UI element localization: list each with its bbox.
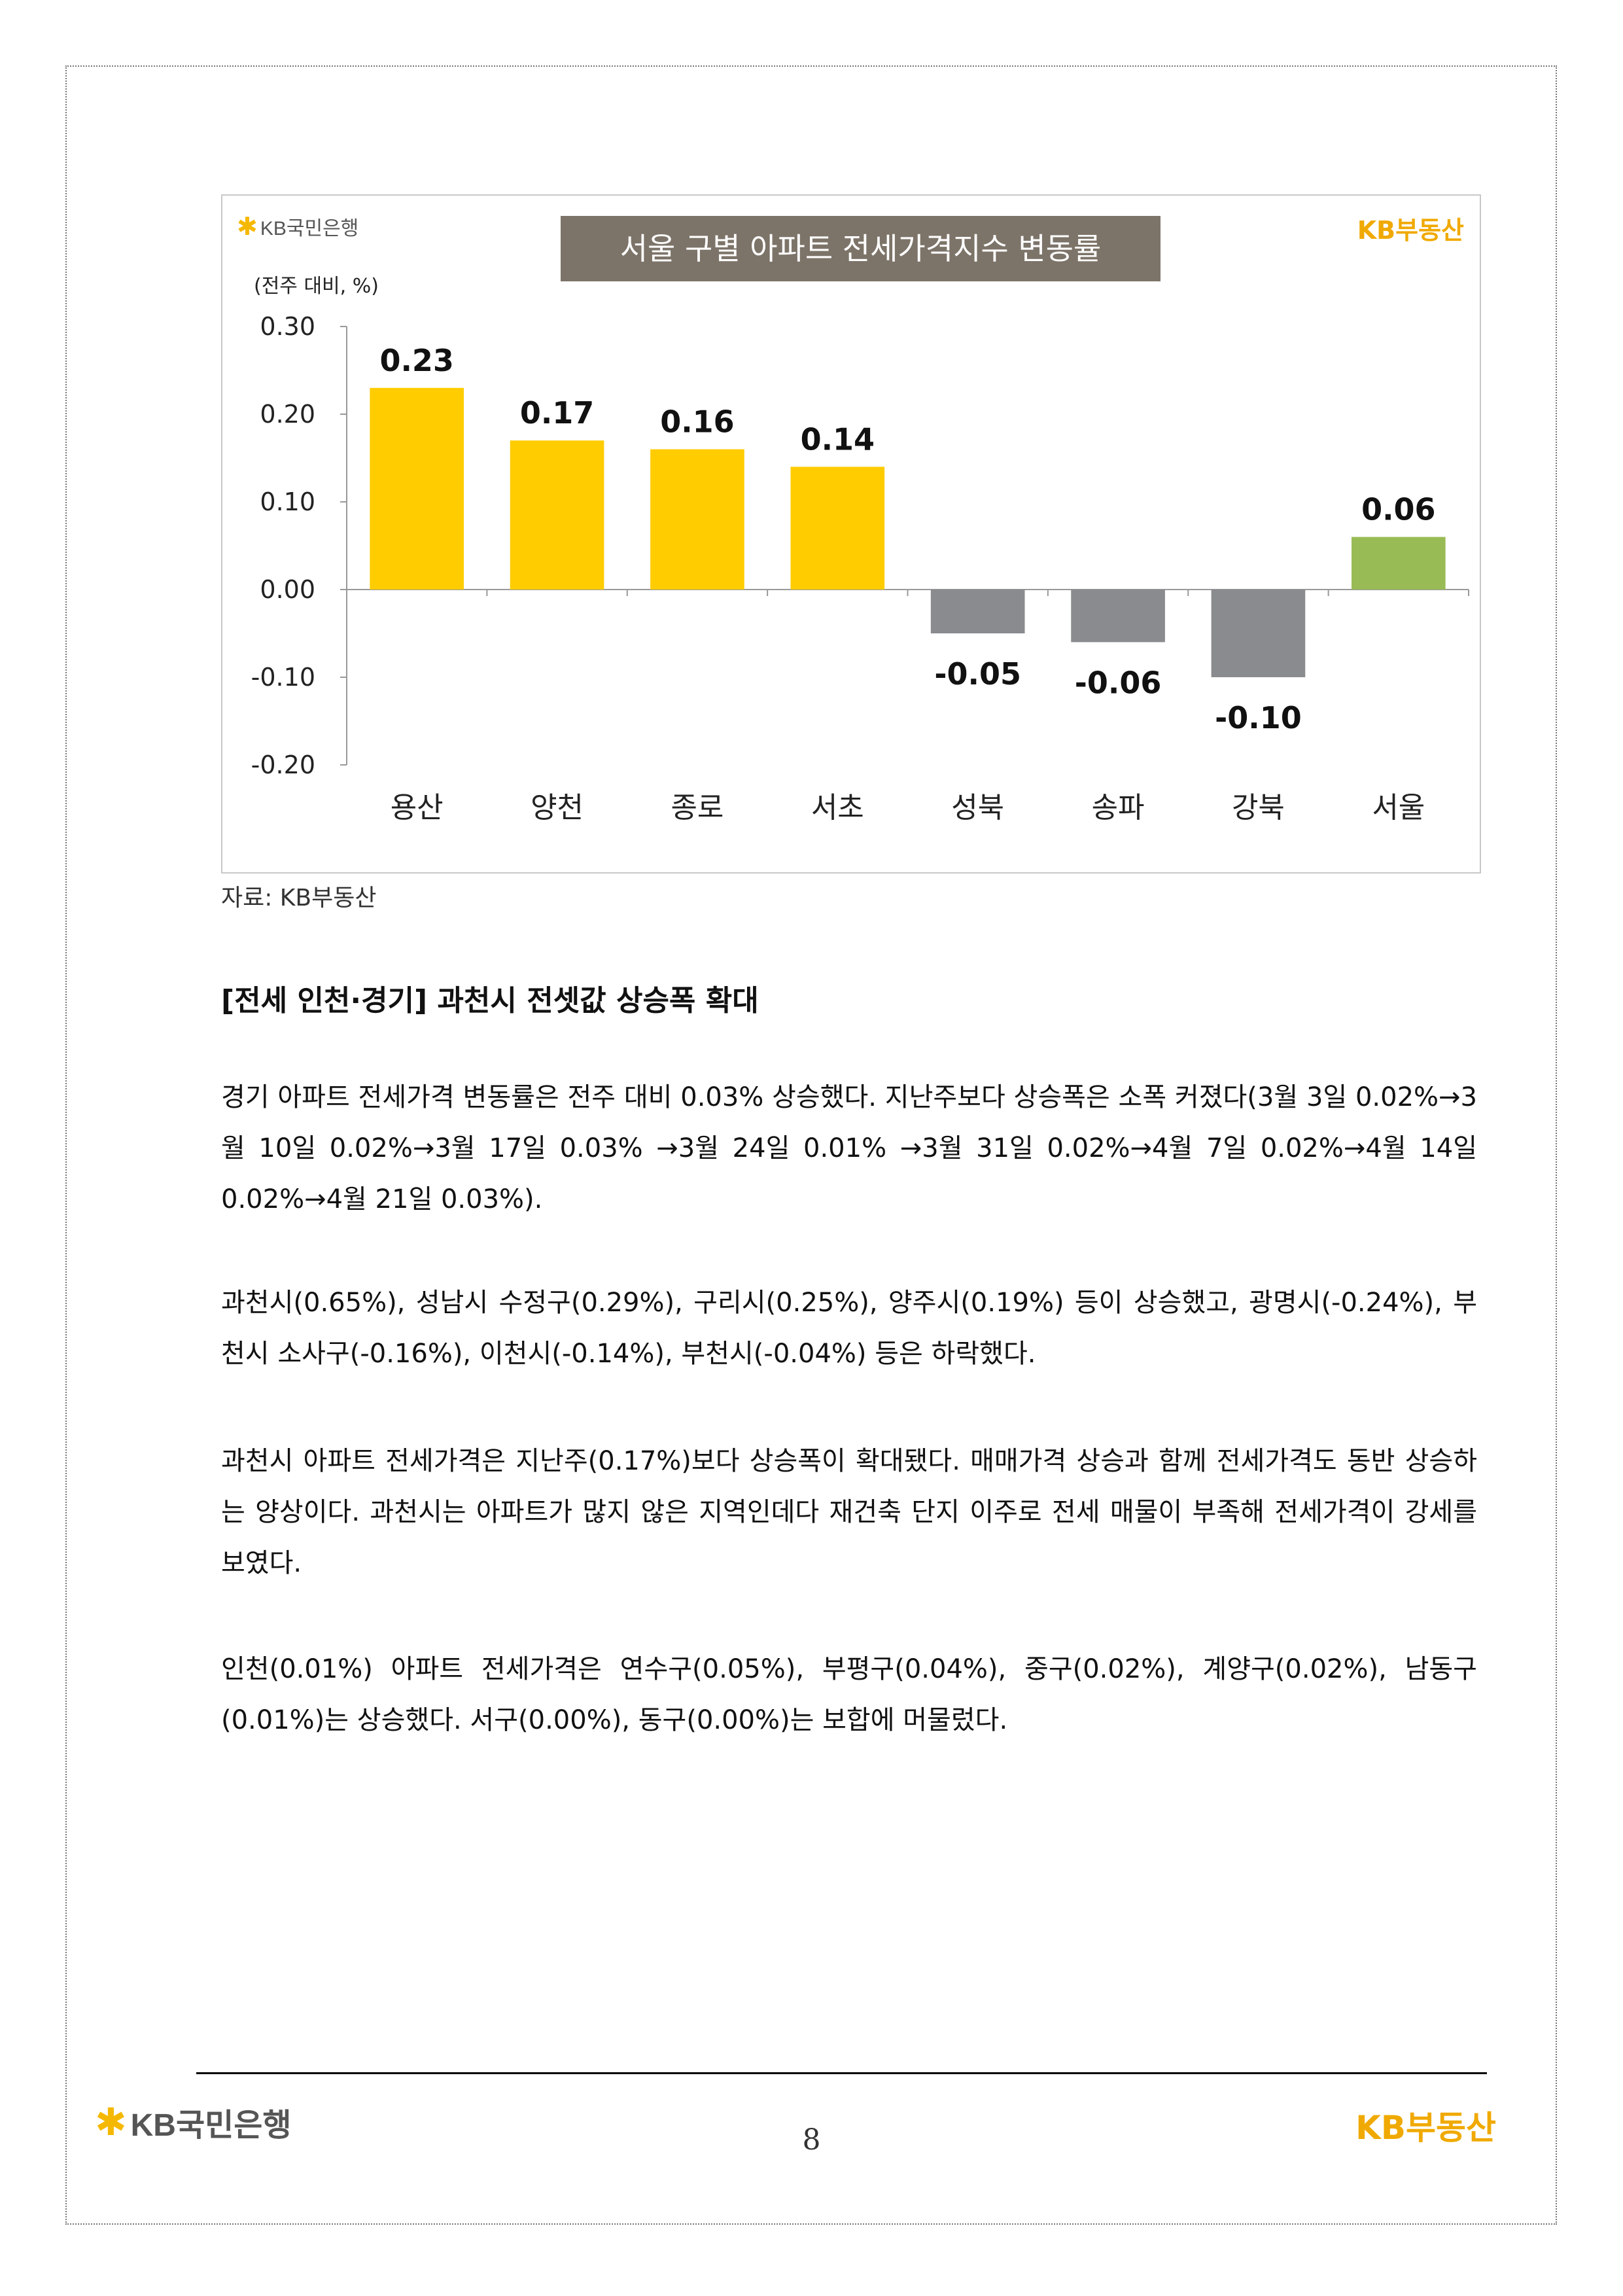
chart-title: 서울 구별 아파트 전세가격지수 변동률	[561, 216, 1161, 281]
y-tick-label: 0.20	[260, 400, 315, 429]
bar-value-label: 0.16	[660, 404, 735, 440]
x-category-label: 서울	[1372, 791, 1425, 824]
kb-star-icon: ✱	[237, 212, 258, 241]
chart-unit-label: (전주 대비, %)	[254, 275, 379, 298]
x-category-label: 종로	[671, 791, 724, 824]
bar-성북	[930, 590, 1025, 633]
y-tick-label: 0.00	[260, 575, 315, 604]
y-tick-label: -0.20	[251, 751, 315, 779]
x-category-label: 서초	[811, 791, 864, 824]
bar-송파	[1071, 590, 1165, 643]
page-number: 8	[802, 2123, 821, 2157]
footer-divider	[196, 2072, 1487, 2074]
bar-용산	[370, 387, 464, 590]
footer-kb-bank-logo: ✱ KB국민은행	[95, 2099, 292, 2145]
kb-real-estate-logo: KB부동산	[1357, 216, 1464, 245]
section-heading: [전세 인천·경기] 과천시 전셋값 상승폭 확대	[221, 984, 759, 1017]
footer-kb-bank-logo-text: KB국민은행	[130, 2108, 292, 2143]
kb-bank-logo: ✱ KB국민은행	[237, 210, 358, 243]
bar-value-label: 0.06	[1361, 492, 1436, 527]
bar-value-label: -0.10	[1215, 700, 1302, 735]
y-tick-label: 0.30	[260, 312, 315, 341]
bar-value-label: 0.23	[379, 343, 454, 378]
paragraph-incheon: 인천(0.01%) 아파트 전세가격은 연수구(0.05%), 부평구(0.04…	[221, 1654, 1477, 1735]
bar-강북	[1211, 590, 1306, 677]
x-category-label: 성북	[951, 791, 1004, 824]
x-category-label: 양천	[531, 791, 584, 824]
bar-서울	[1351, 537, 1446, 590]
x-category-label: 용산	[391, 791, 444, 824]
page-border	[65, 65, 1557, 2225]
bar-value-label: -0.05	[934, 656, 1021, 692]
bar-종로	[650, 449, 744, 590]
bar-양천	[510, 440, 604, 590]
bar-value-label: 0.14	[801, 421, 875, 457]
kb-bank-logo-text: KB국민은행	[260, 218, 359, 239]
kb-star-icon: ✱	[95, 2100, 127, 2144]
chart-container: ✱ KB국민은행 KB부동산 서울 구별 아파트 전세가격지수 변동률 (전주 …	[221, 194, 1481, 874]
bar-value-label: 0.17	[520, 395, 595, 431]
y-tick-label: -0.10	[251, 663, 315, 692]
paragraph-gyeonggi-regions: 과천시(0.65%), 성남시 수정구(0.29%), 구리시(0.25%), …	[221, 1288, 1477, 1369]
bar-chart: 0.30 0.20 0.10 0.00 -0.10 -0.20 0.23 용산 0.17 양천 0.…	[251, 312, 1469, 824]
footer-kb-real-estate-logo: KB부동산	[1355, 2109, 1496, 2147]
x-category-label: 송파	[1092, 791, 1145, 824]
y-tick-label: 0.10	[260, 487, 315, 516]
bar-서초	[790, 467, 885, 590]
x-category-label: 강북	[1232, 791, 1285, 824]
chart-source: 자료: KB부동산	[221, 885, 377, 911]
paragraph-gwacheon: 과천시 아파트 전세가격은 지난주(0.17%)보다 상승폭이 확대됐다. 매매…	[221, 1446, 1477, 1578]
bar-value-label: -0.06	[1075, 665, 1162, 700]
paragraph-gyeonggi-summary: 경기 아파트 전세가격 변동률은 전주 대비 0.03% 상승했다. 지난주보다…	[221, 1082, 1477, 1214]
